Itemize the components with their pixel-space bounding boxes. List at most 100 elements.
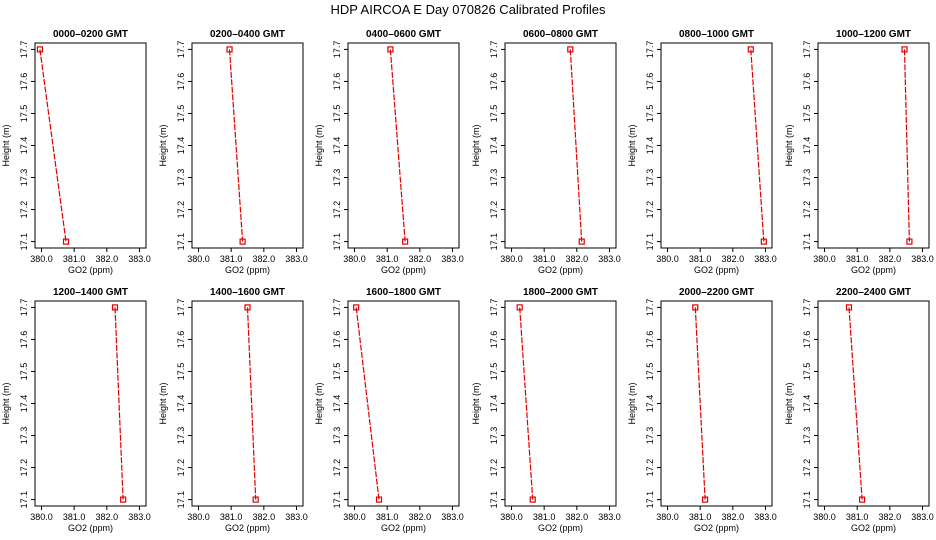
x-axis-label: GO2 (ppm)	[694, 523, 739, 533]
plot-frame	[34, 42, 147, 249]
profile-panel: 0800–1000 GMT 380.0 381.0 382.0 383.0 17.1 17.…	[627, 29, 777, 275]
profile-line	[228, 49, 244, 242]
x-tick-label: 381.0	[846, 512, 869, 522]
panel-title: 0000–0200 GMT	[53, 29, 128, 40]
y-tick-label: 17.5	[802, 105, 812, 123]
data-point	[387, 46, 394, 53]
y-tick-label: 17.4	[645, 395, 655, 413]
y-axis-label: Height (m)	[314, 124, 324, 166]
panel-grid: 0000–0200 GMT 380.0 381.0 382.0 383.0 17.1 17.…	[1, 29, 934, 533]
data-point	[906, 238, 913, 245]
y-tick-label: 17.1	[645, 491, 655, 509]
plot-frame	[347, 300, 460, 507]
y-tick-label: 17.6	[332, 331, 342, 349]
profile-line	[569, 49, 583, 242]
y-axis-label: Height (m)	[471, 124, 481, 166]
x-tick-label: 380.0	[813, 254, 836, 264]
x-tick-label: 383.0	[598, 512, 621, 522]
profile-line	[750, 49, 765, 242]
x-tick-label: 381.0	[689, 512, 712, 522]
x-tick-label: 382.0	[879, 512, 902, 522]
panel-title: 1400–1600 GMT	[210, 287, 285, 298]
x-tick-label: 383.0	[754, 512, 777, 522]
x-tick-label: 381.0	[376, 512, 399, 522]
y-axis-label: Height (m)	[784, 382, 794, 424]
data-point	[244, 304, 251, 311]
y-tick-label: 17.4	[176, 395, 186, 413]
x-tick-label: 380.0	[656, 512, 679, 522]
plot-frame	[191, 42, 304, 249]
data-point	[120, 496, 127, 503]
y-axis-label: Height (m)	[314, 382, 324, 424]
panel-title: 0800–1000 GMT	[679, 29, 754, 40]
plot-frame	[504, 42, 617, 249]
data-point	[692, 304, 699, 311]
x-tick-label: 381.0	[63, 512, 86, 522]
x-tick-label: 383.0	[754, 254, 777, 264]
y-tick-label: 17.1	[176, 491, 186, 509]
y-tick-label: 17.7	[489, 41, 499, 59]
y-tick-label: 17.3	[802, 169, 812, 187]
data-point	[353, 304, 360, 311]
data-point	[845, 304, 853, 311]
panel-title: 1200–1400 GMT	[53, 287, 128, 298]
panel-title: 1000–1200 GMT	[836, 29, 911, 40]
y-axis-label: Height (m)	[1, 382, 11, 424]
y-tick-label: 17.5	[489, 363, 499, 381]
x-tick-label: 383.0	[285, 512, 308, 522]
y-tick-label: 17.1	[19, 491, 29, 509]
panel-title: 0200–0400 GMT	[210, 29, 285, 40]
y-tick-label: 17.4	[176, 137, 186, 155]
y-tick-label: 17.4	[489, 395, 499, 413]
y-tick-label: 17.4	[332, 395, 342, 413]
y-tick-label: 17.1	[332, 491, 342, 509]
y-tick-label: 17.3	[332, 169, 342, 187]
x-tick-label: 380.0	[500, 512, 523, 522]
y-tick-label: 17.2	[332, 201, 342, 219]
plot-frame	[817, 300, 930, 507]
x-tick-label: 382.0	[96, 512, 119, 522]
profile-line	[848, 307, 863, 500]
y-axis-label: Height (m)	[158, 382, 168, 424]
y-tick-label: 17.3	[489, 427, 499, 445]
x-tick-label: 380.0	[343, 254, 366, 264]
profile-panel: 1000–1200 GMT 380.0 381.0 382.0 383.0 17.1 17.…	[784, 29, 934, 275]
y-tick-label: 17.2	[489, 459, 499, 477]
x-tick-label: 383.0	[128, 512, 151, 522]
profile-panel: 0600–0800 GMT 380.0 381.0 382.0 383.0 17.1 17.…	[471, 29, 621, 275]
profile-line	[39, 49, 67, 242]
x-tick-label: 382.0	[722, 512, 745, 522]
x-axis-label: GO2 (ppm)	[68, 523, 113, 533]
y-tick-label: 17.3	[489, 169, 499, 187]
x-tick-label: 383.0	[911, 512, 934, 522]
x-tick-label: 380.0	[30, 254, 53, 264]
y-axis-label: Height (m)	[627, 124, 637, 166]
data-point	[402, 238, 409, 245]
x-axis-label: GO2 (ppm)	[381, 265, 426, 275]
x-tick-label: 380.0	[813, 512, 836, 522]
data-point	[239, 238, 246, 245]
y-tick-label: 17.6	[332, 73, 342, 91]
x-tick-label: 382.0	[879, 254, 902, 264]
y-tick-label: 17.5	[645, 105, 655, 123]
x-tick-label: 382.0	[566, 512, 589, 522]
x-tick-label: 383.0	[128, 254, 151, 264]
y-tick-label: 17.7	[802, 299, 812, 317]
x-tick-label: 380.0	[187, 512, 210, 522]
profile-line	[246, 307, 257, 500]
x-tick-label: 383.0	[441, 512, 464, 522]
profile-line	[519, 307, 534, 500]
y-tick-label: 17.1	[802, 233, 812, 251]
x-tick-label: 381.0	[63, 254, 86, 264]
y-tick-label: 17.1	[489, 491, 499, 509]
x-tick-label: 383.0	[441, 254, 464, 264]
y-tick-label: 17.2	[645, 201, 655, 219]
y-tick-label: 17.1	[332, 233, 342, 251]
data-point	[529, 496, 536, 503]
data-point	[578, 238, 585, 245]
x-axis-label: GO2 (ppm)	[851, 523, 896, 533]
data-point	[747, 46, 754, 53]
panel-title: 0400–0600 GMT	[366, 29, 441, 40]
y-axis-label: Height (m)	[784, 124, 794, 166]
